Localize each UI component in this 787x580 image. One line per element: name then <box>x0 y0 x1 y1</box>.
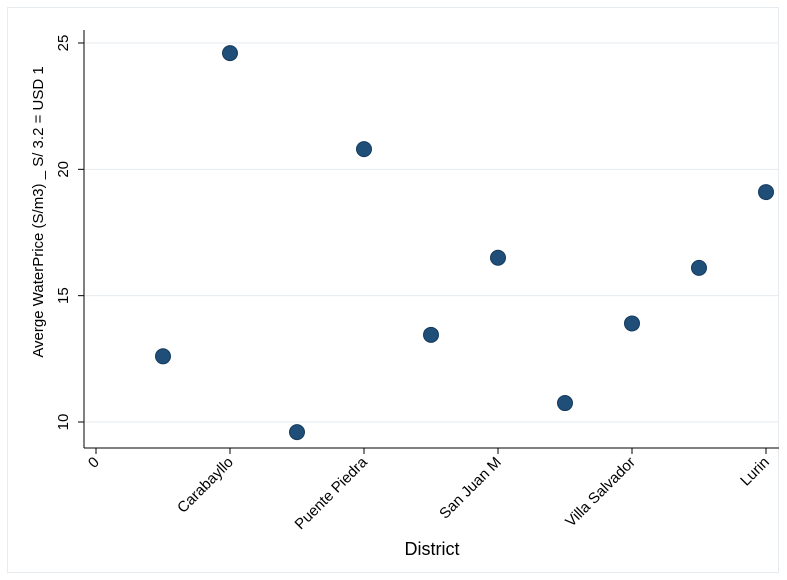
x-tick-label-6: San Juan M <box>436 454 505 523</box>
y-tick-label-25: 25 <box>55 35 72 52</box>
y-tick-label-10: 10 <box>55 414 72 431</box>
y-tick-label-15: 15 <box>55 287 72 304</box>
chart-frame <box>7 7 779 573</box>
grid-lines <box>85 42 779 423</box>
x-tick-label-2: Carabayllo <box>174 454 237 517</box>
y-tick-label-20: 20 <box>55 161 72 178</box>
x-tick-label-0: 0 <box>85 454 103 472</box>
y-axis-title: Averge WaterPrice (S/m3) _ S/ 3.2 = USD … <box>30 66 47 357</box>
data-point-8 <box>624 315 640 332</box>
data-points <box>155 45 774 441</box>
data-point-5 <box>423 326 439 343</box>
x-tick-label-4: Puente Piedra <box>292 453 372 533</box>
axes <box>83 30 779 449</box>
data-point-3 <box>289 424 305 441</box>
data-point-1 <box>155 348 171 365</box>
data-point-4 <box>356 141 372 158</box>
data-point-7 <box>557 395 573 412</box>
x-tick-label-8: Villa Salvador <box>562 454 639 531</box>
y-ticks: 10 15 20 25 <box>55 35 84 431</box>
data-point-9 <box>691 259 707 276</box>
data-point-10 <box>758 184 774 201</box>
x-tick-label-10: Lurin <box>737 454 773 490</box>
x-ticks: 0 Carabayllo Puente Piedra San Juan M Villa … <box>85 448 773 533</box>
x-axis-title: District <box>405 539 460 559</box>
data-point-2 <box>222 45 238 62</box>
data-point-6 <box>490 249 506 266</box>
